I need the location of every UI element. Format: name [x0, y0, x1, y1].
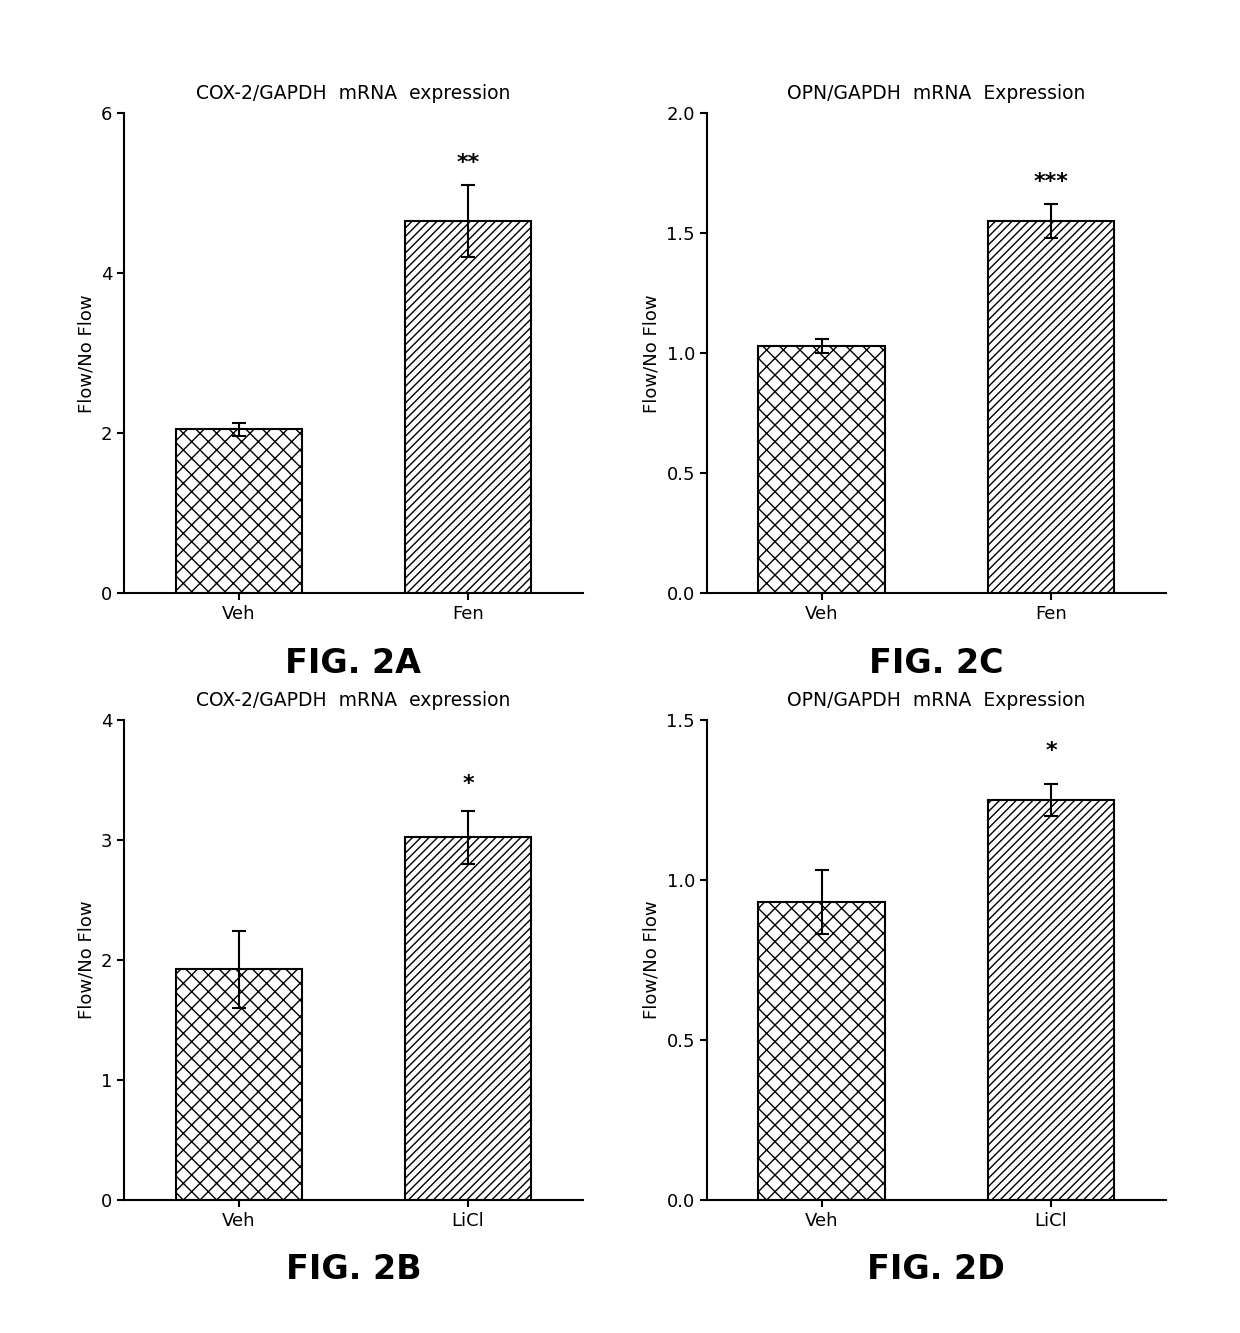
Bar — [759, 902, 884, 1200]
Text: FIG. 2B: FIG. 2B — [285, 1253, 422, 1286]
Bar — [176, 969, 301, 1200]
Text: ***: *** — [1033, 172, 1069, 192]
Bar — [759, 347, 884, 593]
Bar — [405, 837, 531, 1200]
Text: FIG. 2D: FIG. 2D — [867, 1253, 1006, 1286]
Bar — [405, 221, 531, 593]
Text: *: * — [463, 774, 474, 794]
Y-axis label: Flow/No Flow: Flow/No Flow — [642, 295, 661, 412]
Bar — [988, 800, 1114, 1200]
Title: COX-2/GAPDH  mRNA  expression: COX-2/GAPDH mRNA expression — [196, 690, 511, 710]
Text: FIG. 2A: FIG. 2A — [285, 647, 422, 680]
Y-axis label: Flow/No Flow: Flow/No Flow — [77, 901, 95, 1018]
Text: **: ** — [456, 153, 480, 173]
Y-axis label: Flow/No Flow: Flow/No Flow — [642, 901, 661, 1018]
Title: OPN/GAPDH  mRNA  Expression: OPN/GAPDH mRNA Expression — [787, 84, 1085, 104]
Title: COX-2/GAPDH  mRNA  expression: COX-2/GAPDH mRNA expression — [196, 84, 511, 104]
Text: FIG. 2C: FIG. 2C — [869, 647, 1003, 680]
Text: *: * — [1045, 741, 1056, 761]
Bar — [176, 429, 301, 593]
Bar — [988, 221, 1114, 593]
Title: OPN/GAPDH  mRNA  Expression: OPN/GAPDH mRNA Expression — [787, 690, 1085, 710]
Y-axis label: Flow/No Flow: Flow/No Flow — [77, 295, 95, 412]
